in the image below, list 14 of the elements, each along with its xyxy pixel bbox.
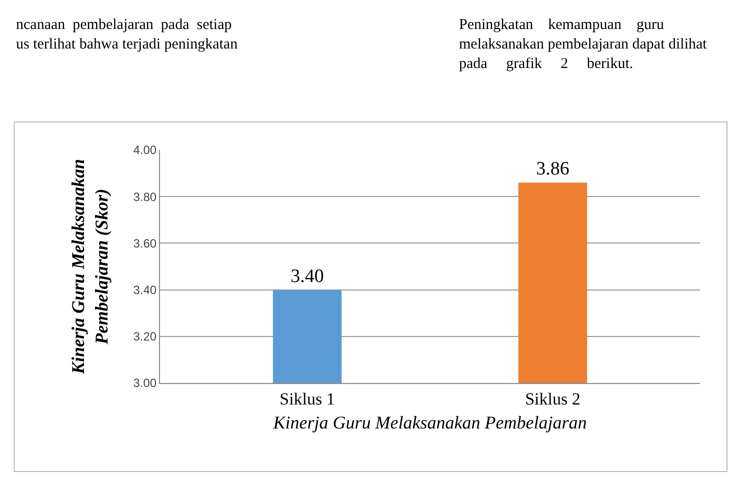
text: 3.60 bbox=[133, 236, 157, 250]
text: 3.00 bbox=[133, 376, 157, 390]
text: Peningkatan kemampuan guru melaksanakan pembelajaran dapat dilihat pada grafik 2 berikut. bbox=[459, 17, 708, 72]
y-axis-title: Kinerja Guru Melaksanakan Pembelajaran (Skor) bbox=[68, 158, 112, 376]
text: 3.40 bbox=[133, 283, 157, 297]
text: 3.20 bbox=[133, 330, 157, 344]
data-label: 3.40 bbox=[290, 266, 324, 287]
x-tick-label: Siklus 1 bbox=[280, 389, 335, 408]
data-label: 3.86 bbox=[536, 158, 570, 180]
text: 3.80 bbox=[133, 190, 157, 204]
x-axis-title: Kinerja Guru Melaksanakan Pembelajaran bbox=[272, 412, 587, 432]
text: ncanaan pembelajaran pada setiap us terlihat bahwa terjadi peningkatan bbox=[16, 17, 238, 52]
text: 4.00 bbox=[133, 143, 157, 158]
x-tick-label: Siklus 2 bbox=[525, 389, 580, 408]
